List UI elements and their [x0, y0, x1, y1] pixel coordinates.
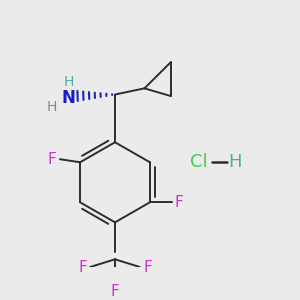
Text: F: F	[111, 284, 119, 299]
Text: H: H	[46, 100, 57, 114]
Text: F: F	[175, 195, 184, 210]
Text: H: H	[63, 75, 74, 89]
Text: F: F	[143, 260, 152, 274]
Text: Cl: Cl	[190, 152, 208, 170]
Text: N: N	[61, 88, 75, 106]
Text: F: F	[48, 152, 57, 167]
Text: F: F	[78, 260, 87, 274]
Text: H: H	[228, 152, 242, 170]
